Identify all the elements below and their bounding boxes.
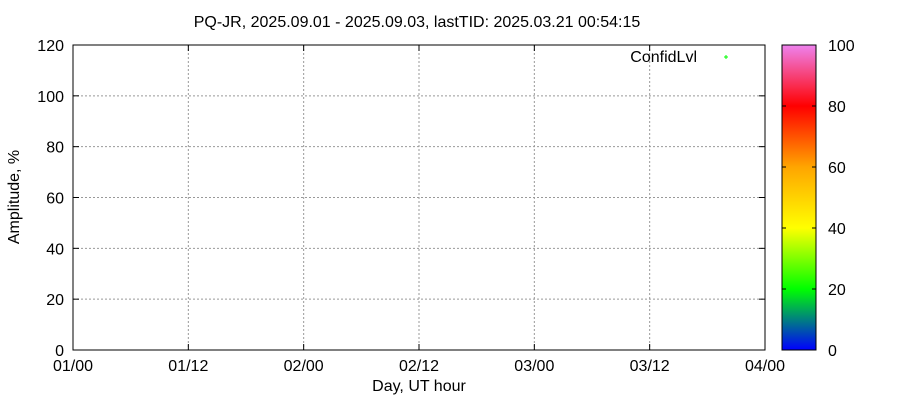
colorbar-tick-label: 40 — [828, 221, 846, 238]
y-tick-label: 40 — [46, 241, 64, 258]
y-tick-label: 60 — [46, 191, 64, 208]
x-tick-label: 01/00 — [53, 358, 93, 375]
x-axis-label: Day, UT hour — [372, 378, 466, 395]
y-tick-label: 100 — [37, 89, 64, 106]
legend-marker — [724, 55, 728, 59]
x-tick-label: 04/00 — [745, 358, 785, 375]
x-tick-label: 03/12 — [630, 358, 670, 375]
y-tick-label: 20 — [46, 292, 64, 309]
colorbar — [781, 44, 817, 351]
y-tick-label: 80 — [46, 140, 64, 157]
chart-title: PQ-JR, 2025.09.01 - 2025.09.03, lastTID:… — [194, 14, 641, 31]
x-tick-label: 02/12 — [399, 358, 439, 375]
colorbar-tick-label: 80 — [828, 99, 846, 116]
x-tick-label: 01/12 — [168, 358, 208, 375]
y-tick-label: 0 — [55, 343, 64, 360]
y-axis-label: Amplitude, % — [6, 150, 23, 244]
y-tick-label: 120 — [37, 38, 64, 55]
x-tick-label: 03/00 — [514, 358, 554, 375]
colorbar-tick-label: 20 — [828, 282, 846, 299]
colorbar-tick-label: 60 — [828, 160, 846, 177]
x-tick-label: 02/00 — [284, 358, 324, 375]
colorbar-tick-label: 100 — [828, 38, 855, 55]
legend-label: ConfidLvl — [630, 49, 697, 66]
colorbar-tick-label: 0 — [828, 343, 837, 360]
